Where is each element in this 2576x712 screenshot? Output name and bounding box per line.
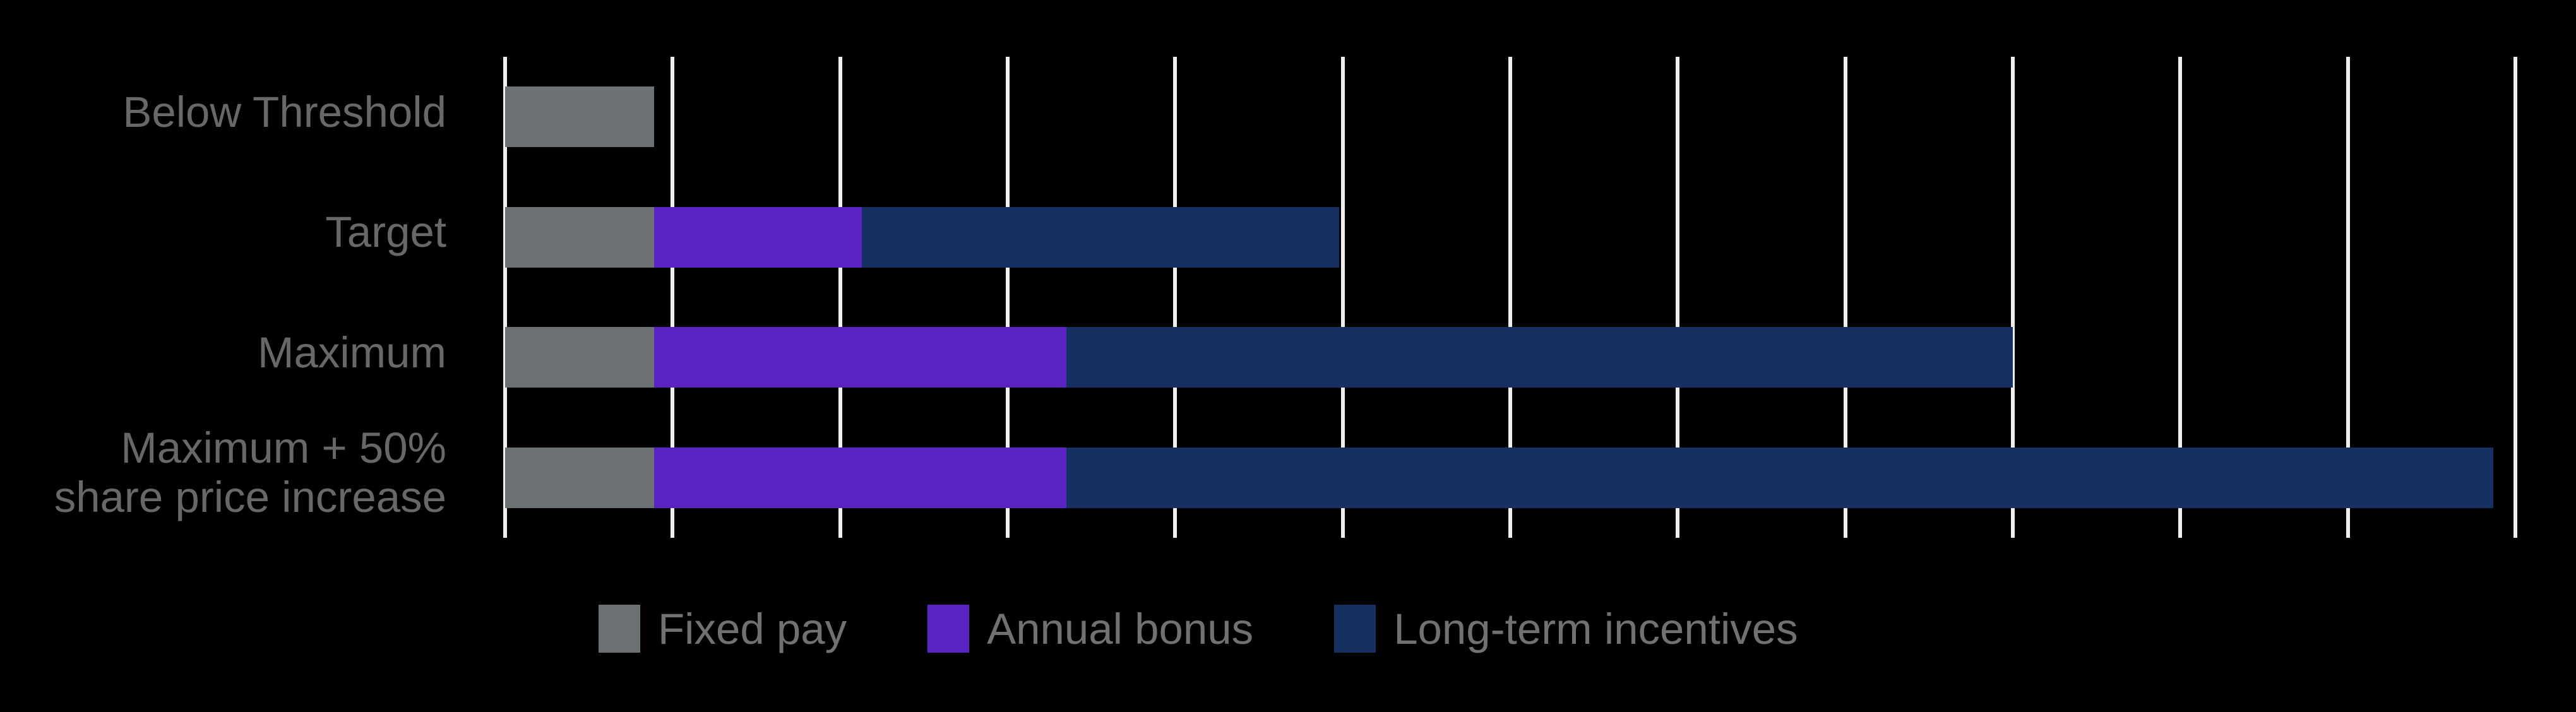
- legend-label: Annual bonus: [987, 604, 1254, 653]
- category-label: Below Threshold: [122, 87, 446, 136]
- category-label: Maximum: [257, 328, 446, 377]
- bar-row: [505, 327, 2515, 388]
- gridline: [1676, 57, 1680, 538]
- plot-area: [503, 57, 2517, 538]
- gridline: [1006, 57, 1010, 538]
- bar-row: [505, 86, 2515, 148]
- bar-segment-fixed-pay: [505, 86, 655, 148]
- bar-row: [505, 447, 2515, 508]
- bar-segment-fixed-pay: [505, 327, 655, 388]
- category-label: Maximum + 50% share price increase: [54, 424, 446, 521]
- legend-item: Long-term incentives: [1334, 605, 1798, 653]
- gridline: [1843, 57, 1847, 538]
- gridline: [671, 57, 675, 538]
- bar-segment-fixed-pay: [505, 447, 655, 508]
- bar-row: [505, 206, 2515, 268]
- legend-swatch-fixed-pay: [599, 605, 640, 653]
- bar-segment-annual-bonus: [654, 206, 862, 268]
- legend-swatch-long-term-incentives: [1334, 605, 1376, 653]
- gridline: [1508, 57, 1512, 538]
- gridline: [2178, 57, 2183, 538]
- legend-label: Fixed pay: [658, 604, 847, 653]
- gridline: [2346, 57, 2350, 538]
- bar-segment-fixed-pay: [505, 206, 655, 268]
- legend: Fixed pay Annual bonus Long-term incentive…: [599, 605, 1879, 653]
- bar-segment-annual-bonus: [654, 447, 1066, 508]
- gridline: [1173, 57, 1178, 538]
- bar-segment-long-term-incentives: [1066, 327, 2013, 388]
- gridline: [503, 57, 507, 538]
- legend-swatch-annual-bonus: [927, 605, 970, 653]
- gridline: [2011, 57, 2015, 538]
- bar-segment-long-term-incentives: [1066, 447, 2494, 508]
- bar-segment-long-term-incentives: [862, 206, 1340, 268]
- legend-item: Annual bonus: [927, 605, 1253, 653]
- gridline: [838, 57, 842, 538]
- gridline: [1340, 57, 1345, 538]
- category-label: Target: [325, 208, 446, 257]
- gridline: [2513, 57, 2517, 538]
- legend-item: Fixed pay: [599, 605, 847, 653]
- bar-segment-annual-bonus: [654, 327, 1066, 388]
- legend-label: Long-term incentives: [1393, 604, 1798, 653]
